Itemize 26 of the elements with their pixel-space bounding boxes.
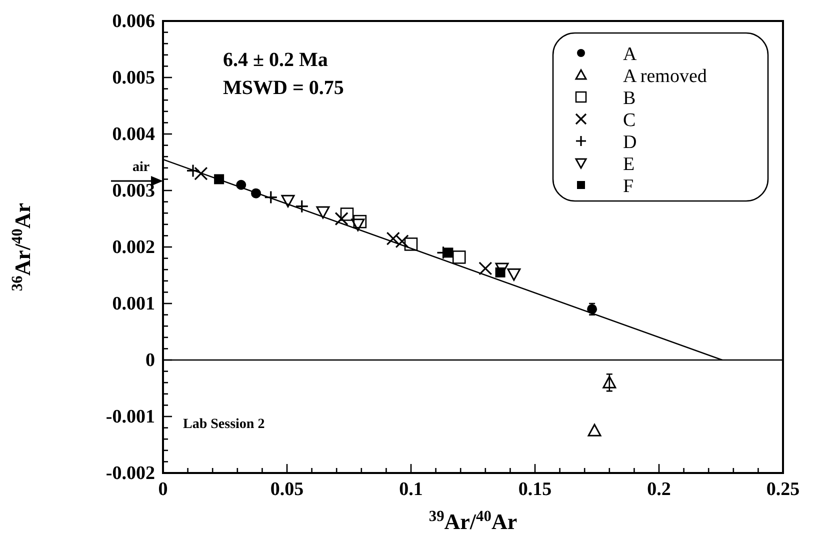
- x-tick-label: 0.25: [766, 479, 800, 500]
- y-tick-label: 0: [146, 350, 155, 371]
- y-tick-label: -0.001: [106, 406, 155, 428]
- annotation: 6.4 ± 0.2 Ma: [223, 49, 328, 71]
- legend-label: B: [623, 88, 636, 109]
- y-tick-label: 0.003: [112, 180, 155, 202]
- legend-label: E: [623, 154, 635, 175]
- annotation: MSWD = 0.75: [223, 77, 344, 99]
- y-tick-label: -0.002: [106, 463, 155, 484]
- legend-label: A: [623, 44, 637, 65]
- y-tick-label: 0.004: [112, 124, 156, 145]
- y-tick-label: 0.002: [112, 237, 155, 258]
- x-tick-label: 0.1: [399, 479, 423, 500]
- y-tick-label: 0.006: [112, 11, 155, 32]
- legend-label: D: [623, 132, 637, 153]
- y-tick-label: 0.001: [112, 294, 155, 314]
- x-tick-label: 0.2: [647, 479, 671, 500]
- legend-label: F: [623, 176, 634, 197]
- legend-label: C: [623, 110, 636, 131]
- legend-label: A removed: [623, 66, 708, 87]
- text: air: [132, 160, 150, 175]
- x-tick-label: 0.05: [270, 479, 304, 500]
- y-tick-label: 0.005: [112, 68, 155, 88]
- x-axis-title: $^{39}$Ar/$^{40}$Ar: [428, 508, 518, 534]
- annotation: Lab Session 2: [183, 417, 265, 432]
- x-tick-label: 0.15: [518, 479, 552, 500]
